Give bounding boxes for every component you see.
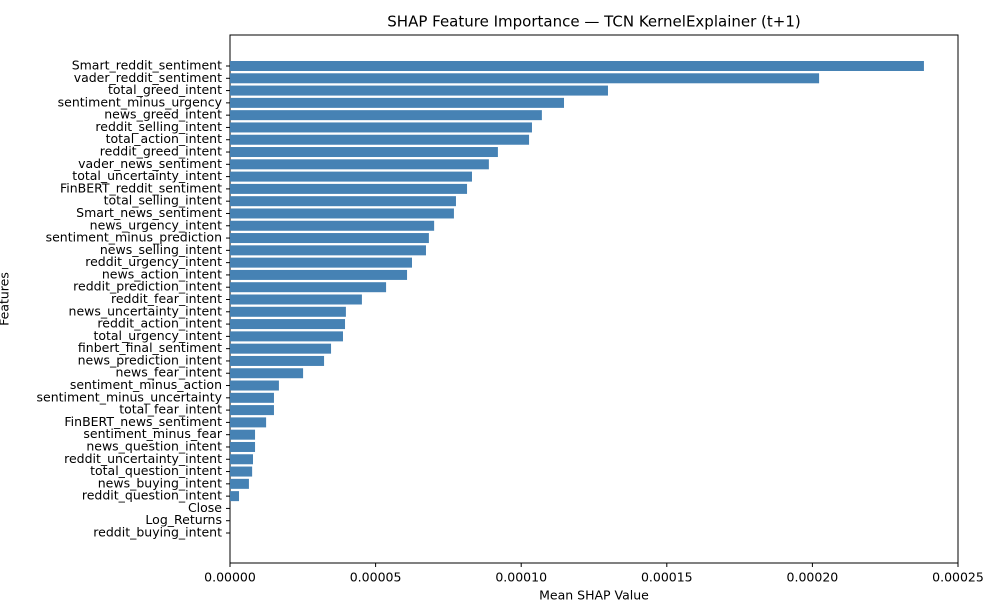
y-tick-label: sentiment_minus_fear	[83, 426, 222, 441]
y-tick-label: reddit_greed_intent	[100, 144, 222, 159]
y-tick-label: news_fear_intent	[115, 365, 222, 380]
x-tick-label: 0.00010	[495, 570, 547, 585]
x-tick-label: 0.00005	[350, 570, 402, 585]
bar	[230, 392, 274, 403]
y-tick-label: total_action_intent	[106, 131, 222, 146]
bar	[230, 85, 608, 96]
y-axis-label: Features	[0, 272, 12, 326]
x-tick-label: 0.00020	[787, 570, 839, 585]
bar	[230, 208, 454, 219]
y-tick-label: news_uncertainty_intent	[69, 303, 223, 318]
bar	[230, 245, 426, 256]
bar	[230, 122, 532, 133]
bar	[230, 454, 254, 465]
x-tick-label: 0.00000	[204, 570, 256, 585]
bar	[230, 343, 332, 354]
bar	[230, 491, 240, 502]
y-tick-label: FinBERT_reddit_sentiment	[60, 180, 222, 195]
y-tick-label: Close	[188, 500, 222, 515]
y-tick-label: Smart_reddit_sentiment	[72, 58, 222, 73]
bar	[230, 147, 498, 158]
y-tick-label: reddit_uncertainty_intent	[64, 451, 222, 466]
y-tick-label: Log_Returns	[145, 512, 222, 527]
y-tick-label: news_question_intent	[86, 438, 222, 453]
y-tick-label: reddit_prediction_intent	[73, 279, 222, 294]
bar	[230, 282, 387, 293]
bar	[230, 429, 256, 440]
bar	[230, 355, 325, 366]
y-tick-label: total_fear_intent	[119, 402, 222, 417]
bar	[230, 61, 924, 71]
bar	[230, 220, 435, 231]
bar	[230, 269, 408, 280]
y-tick-label: Smart_news_sentiment	[76, 205, 222, 220]
y-tick-label: vader_news_sentiment	[78, 156, 222, 171]
y-tick-label: news_buying_intent	[98, 475, 222, 490]
bar	[230, 73, 820, 84]
bar	[230, 466, 253, 477]
x-tick-label: 0.00025	[932, 570, 984, 585]
y-tick-label: sentiment_minus_urgency	[58, 94, 223, 109]
bar	[230, 196, 456, 207]
y-tick-label: reddit_urgency_intent	[85, 254, 222, 269]
y-tick-label: reddit_fear_intent	[111, 291, 222, 306]
y-tick-label: sentiment_minus_action	[70, 377, 222, 392]
bar	[230, 380, 279, 391]
y-tick-label: reddit_selling_intent	[95, 119, 222, 134]
bar	[230, 257, 412, 268]
y-tick-label: reddit_question_intent	[82, 488, 222, 503]
chart-title: SHAP Feature Importance — TCN KernelExpl…	[387, 13, 800, 31]
x-axis-label: Mean SHAP Value	[539, 588, 649, 600]
y-tick-label: total_urgency_intent	[93, 328, 222, 343]
y-tick-label: finbert_final_sentiment	[78, 340, 222, 355]
y-tick-label: vader_reddit_sentiment	[74, 70, 222, 85]
y-tick-label: reddit_action_intent	[97, 316, 222, 331]
y-tick-label: news_greed_intent	[104, 107, 222, 122]
y-tick-label: news_prediction_intent	[78, 352, 222, 367]
bar	[230, 405, 274, 416]
bar	[230, 478, 249, 489]
bar	[230, 417, 267, 428]
bar	[230, 233, 429, 244]
bar	[230, 159, 489, 170]
y-tick-label: total_question_intent	[90, 463, 222, 478]
bar	[230, 331, 343, 342]
x-tick-label: 0.00015	[641, 570, 693, 585]
y-tick-label: total_greed_intent	[108, 82, 222, 97]
y-tick-label: news_urgency_intent	[90, 217, 222, 232]
y-tick-label: total_selling_intent	[104, 193, 222, 208]
bar	[230, 306, 346, 317]
bar	[230, 183, 468, 194]
bar	[230, 134, 530, 145]
y-tick-label: FinBERT_news_sentiment	[64, 414, 222, 429]
bar	[230, 110, 542, 121]
y-tick-label: total_uncertainty_intent	[72, 168, 222, 183]
y-tick-label: news_selling_intent	[100, 242, 222, 257]
y-tick-label: news_action_intent	[102, 266, 222, 281]
bar	[230, 97, 565, 108]
y-tick-label: sentiment_minus_prediction	[46, 230, 222, 245]
bar	[230, 294, 362, 305]
bar	[230, 171, 472, 182]
bar	[230, 319, 346, 330]
bar	[230, 441, 256, 452]
y-tick-label: reddit_buying_intent	[93, 525, 222, 540]
y-tick-label: sentiment_minus_uncertainty	[37, 389, 223, 404]
bar	[230, 368, 304, 379]
